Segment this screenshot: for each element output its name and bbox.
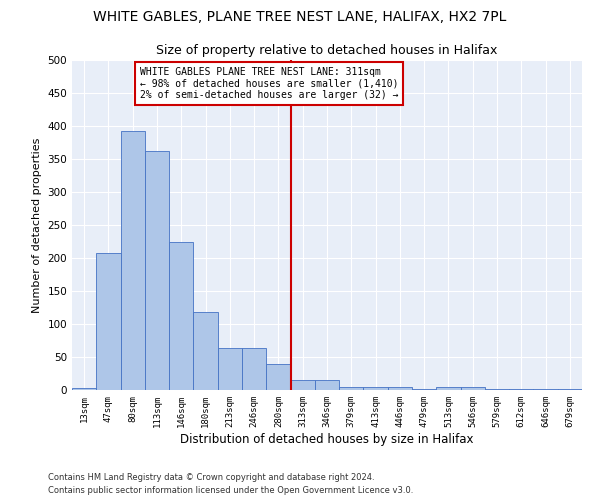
Bar	[72, 388, 96, 390]
Bar	[290, 380, 315, 390]
Bar	[169, 242, 193, 390]
Bar	[339, 386, 364, 390]
X-axis label: Distribution of detached houses by size in Halifax: Distribution of detached houses by size …	[180, 432, 474, 446]
Bar	[145, 151, 169, 390]
Bar	[218, 348, 242, 390]
Bar	[121, 130, 145, 390]
Y-axis label: Number of detached properties: Number of detached properties	[32, 138, 42, 312]
Text: WHITE GABLES, PLANE TREE NEST LANE, HALIFAX, HX2 7PL: WHITE GABLES, PLANE TREE NEST LANE, HALI…	[94, 10, 506, 24]
Text: WHITE GABLES PLANE TREE NEST LANE: 311sqm
← 98% of detached houses are smaller (: WHITE GABLES PLANE TREE NEST LANE: 311sq…	[140, 66, 398, 100]
Bar	[242, 348, 266, 390]
Text: Contains HM Land Registry data © Crown copyright and database right 2024.
Contai: Contains HM Land Registry data © Crown c…	[48, 474, 413, 495]
Bar	[461, 386, 485, 390]
Bar	[558, 388, 582, 390]
Bar	[315, 380, 339, 390]
Bar	[436, 386, 461, 390]
Bar	[388, 388, 412, 390]
Title: Size of property relative to detached houses in Halifax: Size of property relative to detached ho…	[157, 44, 497, 58]
Bar	[266, 364, 290, 390]
Bar	[96, 254, 121, 390]
Bar	[364, 388, 388, 390]
Bar	[193, 312, 218, 390]
